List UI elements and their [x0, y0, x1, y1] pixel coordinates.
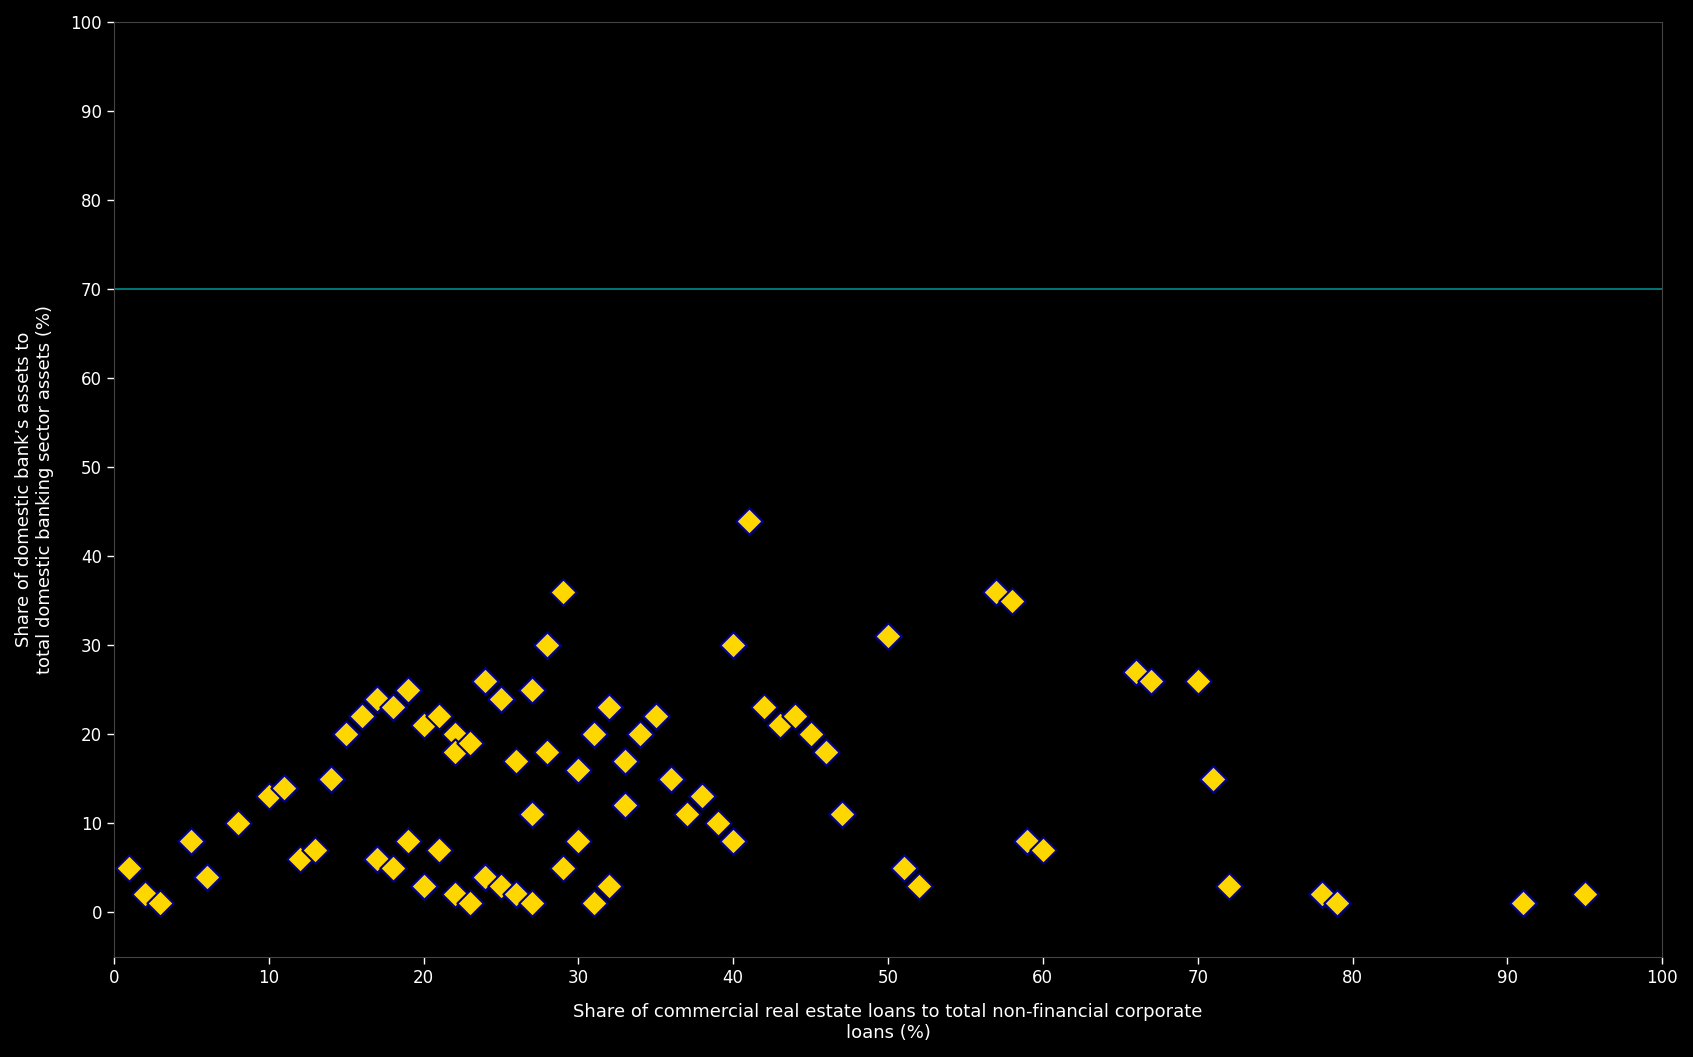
Point	[1200, 771, 1227, 787]
Point	[503, 753, 530, 769]
Point	[984, 583, 1011, 600]
Point	[813, 743, 840, 760]
Point	[767, 717, 794, 734]
Point	[518, 805, 545, 822]
Point	[689, 789, 716, 805]
Point	[286, 850, 313, 867]
Point	[457, 895, 484, 912]
Point	[782, 708, 809, 725]
Point	[1571, 886, 1598, 903]
Point	[704, 815, 731, 832]
Point	[132, 886, 159, 903]
Point	[596, 877, 623, 894]
Point	[457, 735, 484, 752]
Point	[1138, 672, 1165, 689]
Point	[1309, 886, 1336, 903]
Point	[410, 717, 437, 734]
Point	[999, 592, 1026, 609]
Point	[581, 726, 608, 743]
Point	[440, 886, 467, 903]
Point	[720, 636, 747, 653]
Point	[611, 753, 638, 769]
Point	[364, 690, 391, 707]
Point	[1014, 833, 1041, 850]
Point	[596, 699, 623, 716]
Point	[581, 895, 608, 912]
X-axis label: Share of commercial real estate loans to total non-financial corporate
loans (%): Share of commercial real estate loans to…	[574, 1003, 1202, 1042]
Point	[674, 805, 701, 822]
Point	[1122, 664, 1150, 681]
Point	[1029, 841, 1056, 858]
Point	[488, 690, 515, 707]
Point	[379, 699, 406, 716]
Point	[1216, 877, 1243, 894]
Point	[626, 726, 653, 743]
Point	[549, 859, 576, 876]
Point	[1508, 895, 1536, 912]
Point	[472, 672, 499, 689]
Point	[271, 779, 298, 796]
Point	[518, 895, 545, 912]
Point	[565, 761, 593, 778]
Point	[642, 708, 669, 725]
Point	[518, 681, 545, 698]
Point	[410, 877, 437, 894]
Point	[425, 841, 452, 858]
Point	[735, 512, 762, 528]
Point	[178, 833, 205, 850]
Point	[317, 771, 344, 787]
Point	[488, 877, 515, 894]
Point	[891, 859, 918, 876]
Point	[565, 833, 593, 850]
Point	[147, 895, 174, 912]
Point	[503, 886, 530, 903]
Point	[193, 868, 220, 885]
Point	[472, 868, 499, 885]
Point	[332, 726, 359, 743]
Point	[379, 859, 406, 876]
Y-axis label: Share of domestic bank’s assets to
total domestic banking sector assets (%): Share of domestic bank’s assets to total…	[15, 304, 54, 674]
Point	[1324, 895, 1351, 912]
Point	[611, 797, 638, 814]
Point	[223, 815, 251, 832]
Point	[301, 841, 328, 858]
Point	[115, 859, 142, 876]
Point	[549, 583, 576, 600]
Point	[440, 726, 467, 743]
Point	[750, 699, 777, 716]
Point	[1183, 672, 1210, 689]
Point	[425, 708, 452, 725]
Point	[659, 771, 686, 787]
Point	[394, 681, 422, 698]
Point	[364, 850, 391, 867]
Point	[797, 726, 824, 743]
Point	[440, 743, 467, 760]
Point	[906, 877, 933, 894]
Point	[533, 636, 560, 653]
Point	[533, 743, 560, 760]
Point	[875, 628, 902, 645]
Point	[256, 789, 283, 805]
Point	[828, 805, 855, 822]
Point	[720, 833, 747, 850]
Point	[394, 833, 422, 850]
Point	[349, 708, 376, 725]
